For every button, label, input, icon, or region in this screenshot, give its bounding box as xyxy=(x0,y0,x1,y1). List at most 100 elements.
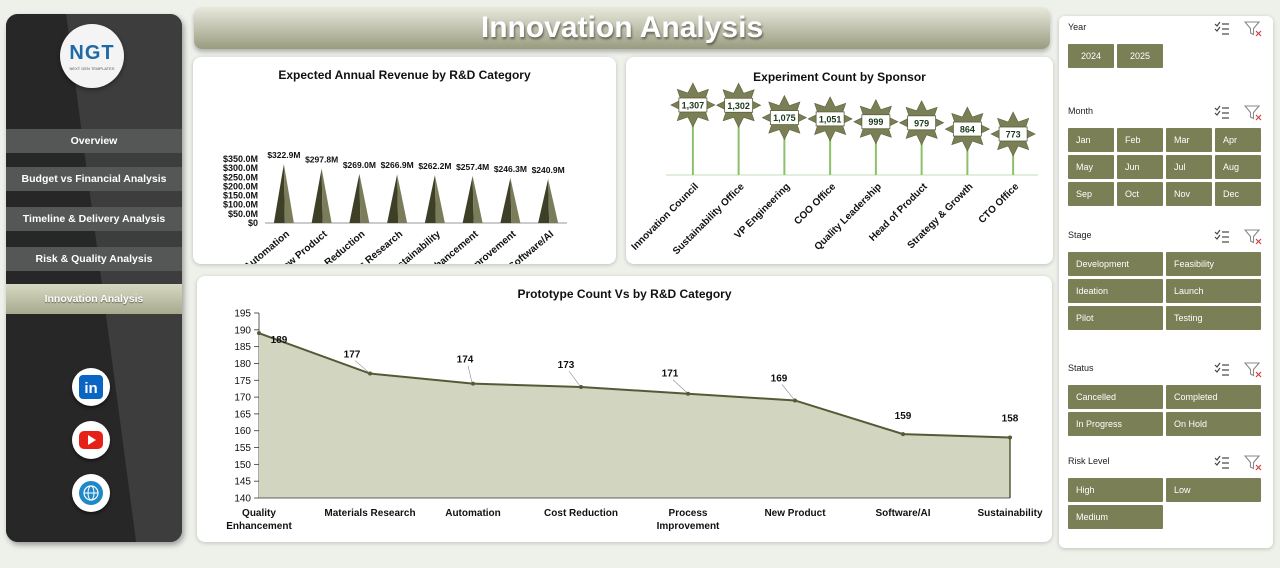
revenue-ytick: $300.0M xyxy=(223,163,258,173)
nav-overview[interactable]: Overview xyxy=(6,129,182,153)
revenue-data-label: $240.9M xyxy=(532,165,565,175)
experiment-point-sustainability-office[interactable] xyxy=(715,82,762,175)
filter-option-stage-pilot[interactable]: Pilot xyxy=(1068,306,1163,330)
filter-option-status-on-hold[interactable]: On Hold xyxy=(1166,412,1261,436)
filter-option-label: On Hold xyxy=(1174,419,1208,429)
prototype-ytick: 155 xyxy=(234,443,251,454)
filter-option-month-dec[interactable]: Dec xyxy=(1215,182,1261,206)
prototype-ytick: 140 xyxy=(234,494,251,505)
prototype-category-label: Software/AI xyxy=(875,508,930,519)
experiment-data-label: 1,307 xyxy=(682,101,705,111)
youtube-icon xyxy=(79,431,103,449)
revenue-bar-automation[interactable] xyxy=(273,163,294,223)
experiment-point-head-of-product[interactable] xyxy=(898,100,945,175)
prototype-category-label: Process xyxy=(669,508,708,519)
filter-option-month-feb[interactable]: Feb xyxy=(1117,128,1163,152)
clear-filter-icon[interactable] xyxy=(1244,105,1262,121)
filter-option-risk-level-medium[interactable]: Medium xyxy=(1068,505,1163,529)
experiment-data-label: 1,302 xyxy=(727,101,750,111)
filter-option-month-jul[interactable]: Jul xyxy=(1166,155,1212,179)
filter-option-label: 2025 xyxy=(1129,51,1151,61)
filter-option-label: Feb xyxy=(1125,135,1141,145)
filter-option-stage-development[interactable]: Development xyxy=(1068,252,1163,276)
filter-option-risk-level-low[interactable]: Low xyxy=(1166,478,1261,502)
filter-option-status-cancelled[interactable]: Cancelled xyxy=(1068,385,1163,409)
filter-option-stage-testing[interactable]: Testing xyxy=(1166,306,1261,330)
filter-option-month-apr[interactable]: Apr xyxy=(1215,128,1261,152)
prototype-ytick: 160 xyxy=(234,426,251,437)
filter-option-month-oct[interactable]: Oct xyxy=(1117,182,1163,206)
filter-option-stage-ideation[interactable]: Ideation xyxy=(1068,279,1163,303)
prototype-category-label: Cost Reduction xyxy=(544,508,618,519)
filter-option-status-in-progress[interactable]: In Progress xyxy=(1068,412,1163,436)
filter-option-month-jan[interactable]: Jan xyxy=(1068,128,1114,152)
filter-option-stage-feasibility[interactable]: Feasibility xyxy=(1166,252,1261,276)
revenue-bar-new-product[interactable] xyxy=(311,168,332,223)
revenue-ytick: $100.0M xyxy=(223,200,258,210)
revenue-data-label: $297.8M xyxy=(305,155,338,165)
prototype-point[interactable] xyxy=(1008,435,1012,440)
filter-option-month-mar[interactable]: Mar xyxy=(1166,128,1212,152)
multi-select-icon[interactable] xyxy=(1214,21,1230,37)
prototype-point[interactable] xyxy=(901,432,905,437)
revenue-bar-quality-enhancement[interactable] xyxy=(462,175,483,223)
filter-option-year-2025[interactable]: 2025 xyxy=(1117,44,1163,68)
clear-filter-icon[interactable] xyxy=(1244,455,1262,471)
revenue-ytick: $0 xyxy=(248,218,258,228)
filter-option-month-jun[interactable]: Jun xyxy=(1117,155,1163,179)
filter-option-stage-launch[interactable]: Launch xyxy=(1166,279,1261,303)
prototype-point[interactable] xyxy=(257,331,261,336)
filter-option-status-completed[interactable]: Completed xyxy=(1166,385,1261,409)
experiment-point-vp-engineering[interactable] xyxy=(761,94,808,175)
page-title-bar: Innovation Analysis xyxy=(194,7,1050,49)
filter-option-month-nov[interactable]: Nov xyxy=(1166,182,1212,206)
experiment-point-coo-office[interactable] xyxy=(807,96,853,175)
revenue-data-label: $269.0M xyxy=(343,160,376,170)
prototype-category-label: Quality xyxy=(242,508,276,519)
experiment-point-quality-leadership[interactable] xyxy=(853,99,899,175)
experiment-point-innovation-council[interactable] xyxy=(670,82,716,175)
prototype-area xyxy=(259,333,1010,498)
revenue-ytick: $200.0M xyxy=(223,181,258,191)
website-button[interactable] xyxy=(72,474,110,512)
revenue-bar-cost-reduction[interactable] xyxy=(349,173,370,223)
filter-toolbar xyxy=(1214,229,1262,245)
filter-option-month-aug[interactable]: Aug xyxy=(1215,155,1261,179)
experiment-point-strategy-growth[interactable] xyxy=(944,106,991,175)
page-title: Innovation Analysis xyxy=(480,11,764,44)
nav-risk-quality[interactable]: Risk & Quality Analysis xyxy=(6,247,182,271)
prototype-data-label: 174 xyxy=(457,355,474,366)
multi-select-icon[interactable] xyxy=(1214,105,1230,121)
nav-innovation-analysis[interactable]: Innovation Analysis xyxy=(6,284,182,314)
revenue-bar-software-ai[interactable] xyxy=(538,178,559,223)
nav-timeline-delivery[interactable]: Timeline & Delivery Analysis xyxy=(6,207,182,231)
experiment-data-label: 979 xyxy=(914,118,929,128)
experiment-category-label: CTO Office xyxy=(977,181,1022,226)
revenue-ytick: $150.0M xyxy=(223,191,258,201)
experiment-data-label: 999 xyxy=(868,117,883,127)
filter-option-month-may[interactable]: May xyxy=(1068,155,1114,179)
multi-select-icon[interactable] xyxy=(1214,455,1230,471)
filter-option-month-sep[interactable]: Sep xyxy=(1068,182,1114,206)
multi-select-icon[interactable] xyxy=(1214,362,1230,378)
youtube-button[interactable] xyxy=(72,421,110,459)
filter-option-label: High xyxy=(1076,485,1095,495)
prototype-point[interactable] xyxy=(368,371,372,376)
filter-option-risk-level-high[interactable]: High xyxy=(1068,478,1163,502)
experiment-point-cto-office[interactable] xyxy=(990,111,1036,175)
experiment-chart-card: Experiment Count by Sponsor 1,307 Innovat… xyxy=(626,57,1053,264)
filter-option-year-2024[interactable]: 2024 xyxy=(1068,44,1114,68)
nav-budget-vs-financial[interactable]: Budget vs Financial Analysis xyxy=(6,167,182,191)
revenue-bar-sustainability[interactable] xyxy=(424,175,445,223)
multi-select-icon[interactable] xyxy=(1214,229,1230,245)
revenue-bar-process-improvement[interactable] xyxy=(500,177,521,223)
revenue-ytick: $350.0M xyxy=(223,154,258,164)
clear-filter-icon[interactable] xyxy=(1244,21,1262,37)
clear-filter-icon[interactable] xyxy=(1244,229,1262,245)
revenue-bar-materials-research[interactable] xyxy=(387,174,408,223)
linkedin-button[interactable]: in xyxy=(72,368,110,406)
clear-filter-icon[interactable] xyxy=(1244,362,1262,378)
filter-option-label: Jan xyxy=(1076,135,1091,145)
prototype-category-label: Materials Research xyxy=(324,508,415,519)
filter-toolbar xyxy=(1214,362,1262,378)
